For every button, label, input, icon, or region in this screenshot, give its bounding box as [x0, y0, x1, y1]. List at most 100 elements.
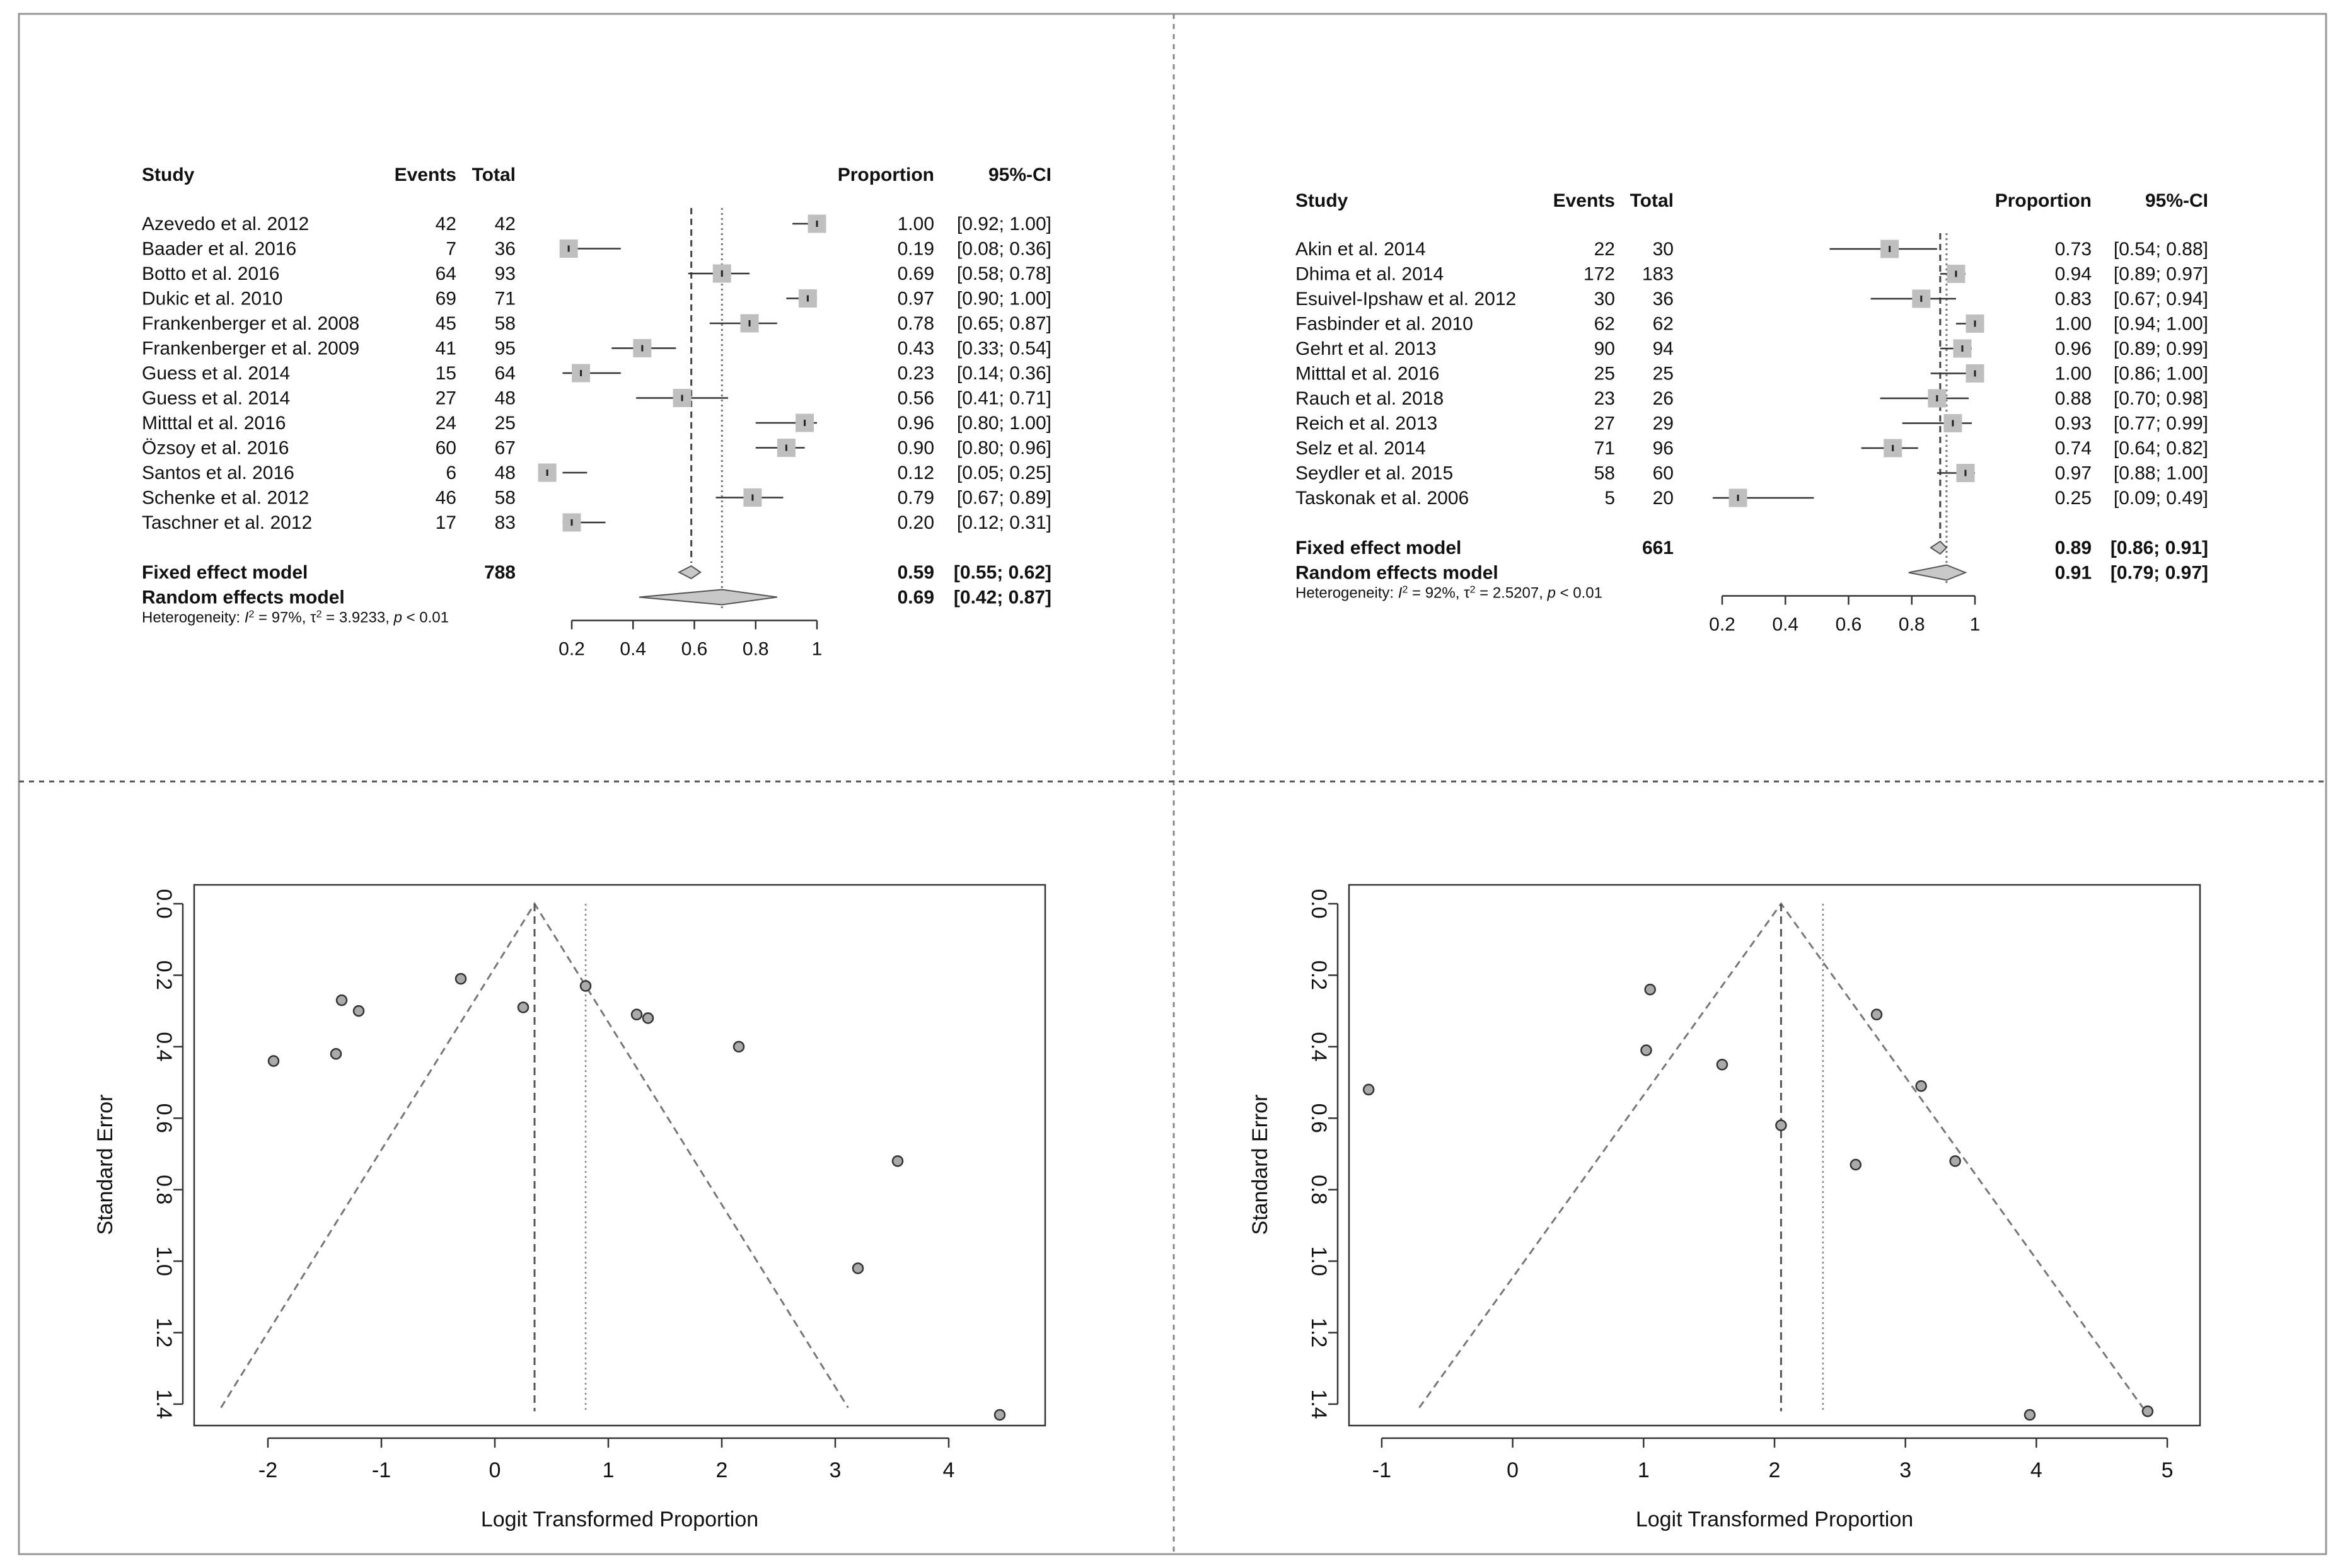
study-events: 7 [446, 239, 456, 260]
study-events: 69 [436, 289, 456, 309]
study-ci: [0.33; 0.54] [957, 338, 1051, 359]
study-weight-box [1884, 439, 1902, 458]
study-total: 36 [495, 239, 516, 260]
study-point [330, 1047, 342, 1060]
x-tick-label: 4 [2030, 1458, 2042, 1482]
study-events: 24 [436, 413, 456, 434]
study-total: 25 [495, 413, 516, 434]
y-tick-label: 0.2 [1307, 960, 1331, 990]
study-events: 42 [436, 214, 456, 234]
y-tick-label: 0.8 [1307, 1175, 1331, 1204]
study-total: 58 [495, 313, 516, 334]
study-point [1949, 1155, 1961, 1167]
header-total: Total [472, 164, 516, 185]
study-total: 30 [1653, 239, 1674, 260]
random-model-ci: [0.42; 0.87] [954, 587, 1051, 608]
study-events: 45 [436, 313, 456, 334]
study-events: 23 [1594, 388, 1615, 409]
random-model-ci: [0.79; 0.97] [2110, 563, 2208, 584]
study-point [1775, 1119, 1787, 1131]
forest-x-tick-label: 1 [812, 639, 823, 660]
fixed-model-total: 788 [484, 562, 516, 583]
y-tick-label: 0.2 [152, 960, 176, 990]
study-name: Rauch et al. 2018 [1295, 388, 1444, 409]
heterogeneity-part: p [1547, 585, 1556, 602]
study-ci: [0.88; 1.00] [2114, 463, 2208, 484]
heterogeneity-part: < 0.01 [402, 609, 449, 626]
header-study: Study [1295, 190, 1348, 211]
study-point [852, 1262, 864, 1274]
study-point [1640, 1044, 1652, 1056]
study-proportion: 0.90 [898, 438, 934, 459]
heterogeneity-part: = 97%, [254, 609, 310, 626]
study-proportion: 0.88 [2055, 388, 2092, 409]
y-tick-label: 1.0 [1307, 1246, 1331, 1276]
forest-plot-right: Study Events Total Proportion 95%-CI Akin et … [1295, 190, 2208, 635]
study-ci: [0.09; 0.49] [2114, 488, 2208, 509]
study-ci: [0.94; 1.00] [2114, 314, 2208, 335]
plot-frame [193, 884, 1046, 1427]
study-total: 62 [1653, 314, 1674, 335]
x-tick-label: -2 [258, 1458, 277, 1482]
study-ci: [0.92; 1.00] [957, 214, 1051, 234]
study-events: 17 [436, 512, 456, 533]
fixed-model-proportion: 0.89 [2055, 538, 2092, 558]
study-name: Guess et al. 2014 [142, 363, 290, 384]
random-model-proportion: 0.91 [2055, 563, 2092, 584]
study-events: 5 [1604, 488, 1615, 509]
study-proportion: 0.19 [898, 239, 934, 260]
study-ci: [0.67; 0.94] [2114, 289, 2208, 309]
study-ci: [0.14; 0.36] [957, 363, 1051, 384]
study-name: Baader et al. 2016 [142, 239, 296, 260]
heterogeneity-part: τ [310, 609, 316, 626]
study-ci: [0.86; 1.00] [2114, 364, 2208, 384]
fixed-model-label: Fixed effect model [1295, 538, 1461, 558]
study-events: 6 [446, 463, 456, 483]
study-proportion: 0.74 [2055, 438, 2092, 459]
study-name: Reich et al. 2013 [1295, 413, 1437, 434]
heterogeneity-part: p [393, 609, 402, 626]
header-proportion: Proportion [838, 164, 934, 185]
fixed-model-proportion: 0.59 [898, 562, 934, 583]
study-proportion: 0.69 [898, 263, 934, 284]
study-total: 183 [1642, 264, 1674, 285]
forest-x-tick-label: 0.4 [1772, 614, 1798, 635]
funnel-plot-right: -1 0 1 2 3 4 5 Logit Transformed Proportion 0.0 0… [1248, 884, 2201, 1531]
study-proportion: 0.56 [898, 388, 934, 409]
study-events: 15 [436, 363, 456, 384]
fixed-model-ci: [0.86; 0.91] [2110, 538, 2208, 558]
heterogeneity-part: Heterogeneity: [142, 609, 245, 626]
study-name: Mitttal et al. 2016 [142, 413, 286, 434]
study-events: 46 [436, 488, 456, 509]
study-total: 67 [495, 438, 516, 459]
forest-x-tick-label: 0.8 [743, 639, 769, 660]
y-tick-label: 0.0 [1307, 889, 1331, 918]
study-events: 30 [1594, 289, 1615, 309]
x-axis-title: Logit Transformed Proportion [1636, 1507, 1913, 1531]
heterogeneity-part: = 2.5207, [1475, 585, 1547, 602]
heterogeneity-part: < 0.01 [1556, 585, 1602, 602]
funnel-boundary [1418, 902, 2144, 1409]
study-ci: [0.54; 0.88] [2114, 239, 2208, 260]
header-ci: 95%-CI [2145, 190, 2208, 211]
study-events: 58 [1594, 463, 1615, 484]
study-name: Frankenberger et al. 2009 [142, 338, 359, 359]
forest-x-tick-label: 0.4 [620, 639, 646, 660]
study-proportion: 0.97 [898, 289, 934, 309]
study-ci: [0.89; 0.97] [2114, 264, 2208, 285]
study-ci: [0.12; 0.31] [957, 512, 1051, 533]
study-point [455, 972, 467, 985]
heterogeneity-part: 2 [316, 609, 322, 620]
x-tick-label: 3 [830, 1458, 842, 1482]
study-ci: [0.41; 0.71] [957, 388, 1051, 409]
x-tick-label: 4 [943, 1458, 955, 1482]
study-total: 64 [495, 363, 516, 384]
study-total: 48 [495, 463, 516, 483]
study-total: 60 [1653, 463, 1674, 484]
x-axis-title: Logit Transformed Proportion [481, 1507, 758, 1531]
study-total: 94 [1653, 338, 1674, 359]
y-axis-title: Standard Error [93, 1095, 117, 1235]
study-total: 93 [495, 263, 516, 284]
study-point [352, 1005, 365, 1017]
study-point [335, 994, 348, 1006]
